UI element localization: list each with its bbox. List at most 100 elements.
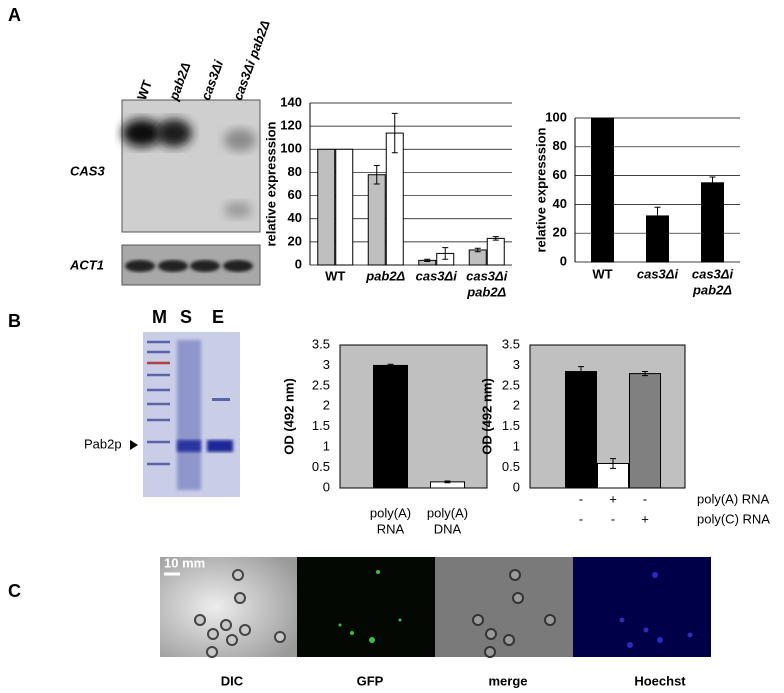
marker-label: Pab2p xyxy=(84,436,122,451)
y-tick-label: 0 xyxy=(295,256,302,271)
lane-label: cas3Δi pab2Δ xyxy=(230,18,273,102)
x-tick-label: RNA xyxy=(377,521,405,536)
lane-label: WT xyxy=(134,78,155,102)
error-bar xyxy=(373,164,380,185)
y-tick-label: 100 xyxy=(280,141,302,156)
y-tick-label: 2 xyxy=(513,398,520,413)
error-bar xyxy=(492,236,499,241)
bar xyxy=(367,174,386,266)
micrographs xyxy=(160,557,711,658)
y-axis-label: relative expresssion xyxy=(533,127,548,252)
lane-label: E xyxy=(212,307,224,327)
lane-label: M xyxy=(152,307,167,327)
lane-label: S xyxy=(180,307,192,327)
y-tick-label: 2.5 xyxy=(312,377,330,392)
row-label: CAS3 xyxy=(70,163,105,178)
y-tick-label: 60 xyxy=(288,187,302,202)
gel xyxy=(143,332,240,497)
bar xyxy=(335,148,354,266)
x-tick-label: DNA xyxy=(434,521,462,536)
y-tick-label: 0.5 xyxy=(502,459,520,474)
error-bar xyxy=(654,206,661,226)
bar xyxy=(373,364,408,489)
y-tick-label: 100 xyxy=(545,109,567,124)
error-bar xyxy=(444,480,451,484)
y-tick-label: 0 xyxy=(323,479,330,494)
y-tick-label: 140 xyxy=(280,94,302,109)
condition-sign: + xyxy=(609,491,617,506)
condition-label: poly(A) RNA xyxy=(697,491,770,506)
y-tick-label: 40 xyxy=(553,196,567,211)
y-tick-label: 1 xyxy=(513,439,520,454)
x-tick-label: WT xyxy=(592,266,612,281)
image-label: DIC xyxy=(221,673,244,688)
y-tick-label: 2 xyxy=(323,398,330,413)
y-tick-label: 0.5 xyxy=(312,459,330,474)
y-tick-label: 80 xyxy=(288,164,302,179)
bar xyxy=(591,117,614,263)
y-tick-label: 3 xyxy=(513,357,520,372)
condition-label: poly(C) RNA xyxy=(697,511,770,526)
plot-background xyxy=(339,344,488,489)
condition-sign: - xyxy=(611,511,615,526)
bar xyxy=(486,237,505,266)
x-tick-label: cas3Δi xyxy=(637,266,679,281)
y-tick-label: 60 xyxy=(553,167,567,182)
y-tick-label: 3.5 xyxy=(312,336,330,351)
y-tick-label: 1.5 xyxy=(312,418,330,433)
panel-label: C xyxy=(8,581,21,601)
y-tick-label: 40 xyxy=(288,210,302,225)
blot xyxy=(121,99,261,286)
image-label: merge xyxy=(488,673,527,688)
y-tick-label: 0 xyxy=(513,479,520,494)
bar xyxy=(468,249,487,266)
error-bar xyxy=(387,363,394,368)
error-bar xyxy=(578,366,584,377)
x-tick-label: cas3Δi xyxy=(692,266,734,281)
x-tick-label: cas3Δi xyxy=(466,268,508,283)
error-bar xyxy=(424,258,431,263)
y-tick-label: 1.5 xyxy=(502,418,520,433)
x-tick-label: pab2Δ xyxy=(365,268,405,283)
y-tick-label: 3.5 xyxy=(502,336,520,351)
error-bar xyxy=(442,247,449,260)
bar xyxy=(565,371,597,489)
condition-sign: - xyxy=(579,511,583,526)
panel-label: B xyxy=(8,311,21,331)
y-tick-label: 20 xyxy=(553,225,567,240)
y-axis-label: OD (492 nm) xyxy=(281,378,296,455)
bar xyxy=(701,182,724,263)
condition-sign: - xyxy=(579,491,583,506)
bar xyxy=(629,373,661,489)
error-bar xyxy=(642,371,648,377)
x-tick-label: cas3Δi xyxy=(416,268,458,283)
y-tick-label: 120 xyxy=(280,118,302,133)
error-bar xyxy=(709,176,716,190)
y-tick-label: 3 xyxy=(323,357,330,372)
row-label: ACT1 xyxy=(69,257,104,272)
image-label: GFP xyxy=(357,673,384,688)
error-bar xyxy=(391,112,398,154)
x-tick-label: poly(A) xyxy=(427,505,468,520)
x-tick-label: pab2Δ xyxy=(692,282,732,297)
image-label: Hoechst xyxy=(634,673,686,688)
y-tick-label: 0 xyxy=(560,253,567,268)
condition-sign: + xyxy=(641,511,649,526)
x-tick-label: WT xyxy=(325,268,345,283)
error-bar xyxy=(610,458,616,469)
y-tick-label: 20 xyxy=(288,233,302,248)
bar xyxy=(317,148,336,266)
y-axis-label: OD (492 nm) xyxy=(479,378,494,455)
y-tick-label: 2.5 xyxy=(502,377,520,392)
arrow xyxy=(130,440,138,450)
lane-label: pab2Δ xyxy=(166,60,194,103)
lane-label: cas3Δi xyxy=(198,58,226,102)
panel-label: A xyxy=(8,5,21,25)
scale-label: 10 mm xyxy=(164,555,205,570)
y-axis-label: relative expresssion xyxy=(263,121,278,246)
error-bar xyxy=(474,247,481,253)
y-tick-label: 80 xyxy=(553,138,567,153)
condition-sign: - xyxy=(643,491,647,506)
y-tick-label: 1 xyxy=(323,439,330,454)
